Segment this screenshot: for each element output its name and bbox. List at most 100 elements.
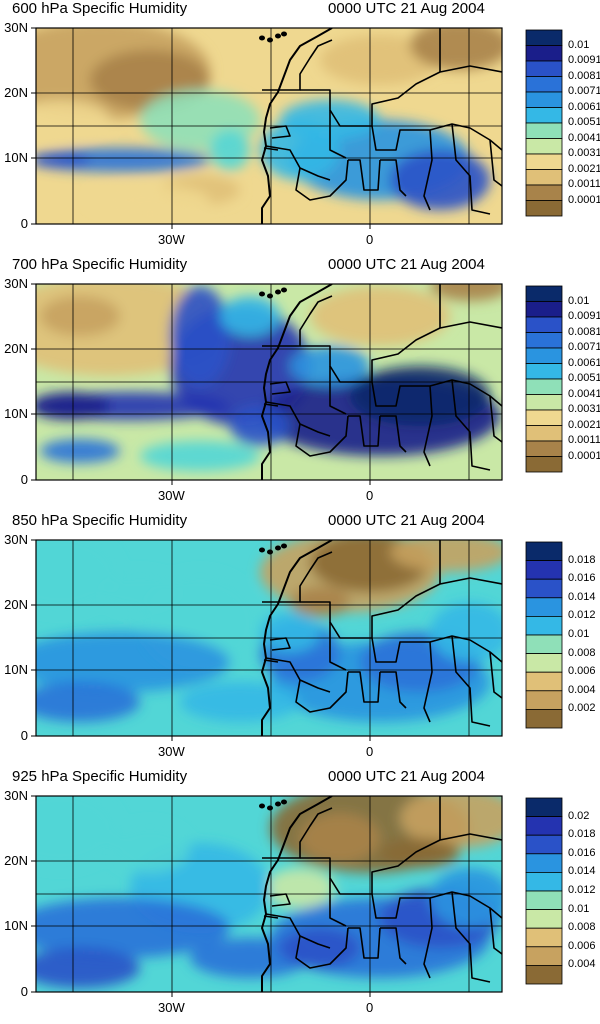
- colorbar-swatch: [525, 394, 563, 411]
- colorbar-label: 0.006: [568, 665, 596, 678]
- humidity-contour: [320, 35, 440, 85]
- colorbar-label: 0.0081: [568, 325, 600, 338]
- latitude-label: 0: [20, 472, 28, 487]
- colorbar-swatch: [525, 138, 563, 155]
- map-canvas: [31, 539, 563, 741]
- colorbar-label: 0.016: [568, 846, 596, 859]
- latitude-label: 30N: [4, 788, 28, 803]
- map-frame: [35, 539, 503, 737]
- latitude-label: 10N: [4, 918, 28, 933]
- colorbar-label: 0.0031: [568, 147, 600, 159]
- colorbar-swatch: [525, 653, 563, 673]
- colorbar-swatch: [525, 597, 563, 617]
- humidity-contour: [300, 813, 380, 863]
- colorbar-label: 0.0041: [568, 387, 600, 400]
- humidity-contour: [265, 868, 335, 908]
- map-panel-700hpa: 700 hPa Specific Humidity 0000 UTC 21 Au…: [0, 256, 600, 512]
- colorbar-label: 0.002: [568, 702, 596, 715]
- colorbar-swatch: [525, 964, 563, 985]
- colorbar-swatch: [525, 816, 563, 836]
- colorbar-label: 0.01: [568, 38, 590, 51]
- map-canvas: [31, 283, 563, 485]
- humidity-contour: [430, 284, 502, 301]
- colorbar-swatch: [525, 946, 563, 966]
- map-frame: [35, 283, 503, 481]
- humidity-contour: [410, 28, 502, 70]
- latitude-label: 0: [20, 984, 28, 999]
- colorbar-swatch: [525, 169, 563, 186]
- colorbar-label: 0.02: [568, 809, 590, 822]
- map-frame: [35, 27, 503, 225]
- map-panel-925hpa: 925 hPa Specific Humidity 0000 UTC 21 Au…: [0, 768, 600, 1024]
- latitude-label: 10N: [4, 150, 28, 165]
- colorbar-swatch: [525, 301, 563, 318]
- colorbar-swatch: [525, 316, 563, 333]
- panel-timestamp: 0000 UTC 21 Aug 2004: [328, 0, 485, 17]
- colorbar-label: 0.018: [568, 828, 596, 841]
- colorbar-swatch: [525, 76, 563, 93]
- colorbar-swatch: [525, 797, 563, 818]
- colorbar-label: 0.0051: [568, 116, 600, 128]
- humidity-contour: [36, 540, 120, 612]
- colorbar-swatch: [525, 541, 563, 562]
- colorbar-label: 0.0011: [568, 178, 600, 190]
- country-borders: [261, 284, 502, 480]
- colorbar-label: 0.008: [568, 646, 596, 659]
- colorbar-label: 0.0081: [568, 69, 600, 82]
- humidity-contour: [390, 540, 502, 572]
- colorbar-swatch: [525, 29, 563, 46]
- longitude-label: 30W: [158, 232, 185, 247]
- colorbar-label: 0.0001: [568, 449, 600, 462]
- latitude-label: 30N: [4, 276, 28, 291]
- colorbar-label: 0.016: [568, 572, 596, 585]
- longitude-label: 0: [366, 232, 374, 247]
- colorbar-label: 0.0011: [568, 434, 600, 446]
- colorbar-swatch: [525, 616, 563, 636]
- humidity-contour: [230, 406, 290, 446]
- colorbar-label: 0.006: [568, 939, 596, 952]
- colorbar: [525, 541, 563, 729]
- colorbar-swatch: [525, 456, 563, 473]
- colorbar-swatch: [525, 91, 563, 108]
- latitude-label: 30N: [4, 20, 28, 35]
- colorbar-swatch: [525, 332, 563, 349]
- colorbar-label: 0.0051: [568, 372, 600, 384]
- colorbar-label: 0.004: [568, 683, 596, 696]
- panel-title: 700 hPa Specific Humidity: [12, 256, 188, 273]
- humidity-contour: [210, 130, 250, 170]
- colorbar-label: 0.0031: [568, 403, 600, 415]
- latitude-label: 20N: [4, 341, 28, 356]
- latitude-label: 20N: [4, 597, 28, 612]
- country-borders: [261, 28, 502, 224]
- humidity-contour: [380, 838, 460, 868]
- panel-title: 600 hPa Specific Humidity: [12, 0, 188, 17]
- latitude-label: 0: [20, 728, 28, 743]
- latitude-label: 10N: [4, 406, 28, 421]
- colorbar-label: 0.0071: [568, 341, 600, 353]
- colorbar-label: 0.0021: [568, 418, 600, 431]
- colorbar-swatch: [525, 122, 563, 139]
- colorbar-label: 0.014: [568, 590, 596, 603]
- colorbar-swatch: [525, 363, 563, 380]
- map-canvas: [31, 27, 563, 229]
- colorbar-label: 0.0091: [568, 54, 600, 66]
- colorbar-label: 0.01: [568, 902, 590, 915]
- country-borders: [261, 796, 502, 992]
- humidity-contour: [36, 682, 140, 722]
- humidity-contour: [36, 152, 90, 168]
- colorbar-swatch: [525, 45, 563, 62]
- colorbar-label: 0.0061: [568, 356, 600, 369]
- latitude-label: 10N: [4, 662, 28, 677]
- colorbar-swatch: [525, 560, 563, 580]
- longitude-label: 0: [366, 488, 374, 503]
- colorbar-label: 0.0071: [568, 85, 600, 97]
- colorbar-label: 0.014: [568, 865, 596, 878]
- colorbar-swatch: [525, 60, 563, 77]
- colorbar-swatch: [525, 853, 563, 873]
- colorbar-label: 0.008: [568, 921, 596, 934]
- panel-timestamp: 0000 UTC 21 Aug 2004: [328, 256, 485, 273]
- colorbar-swatch: [525, 107, 563, 124]
- colorbar-swatch: [525, 834, 563, 855]
- colorbar-label: 0.0041: [568, 131, 600, 144]
- map-panel-600hpa: 600 hPa Specific Humidity 0000 UTC 21 Au…: [0, 0, 600, 256]
